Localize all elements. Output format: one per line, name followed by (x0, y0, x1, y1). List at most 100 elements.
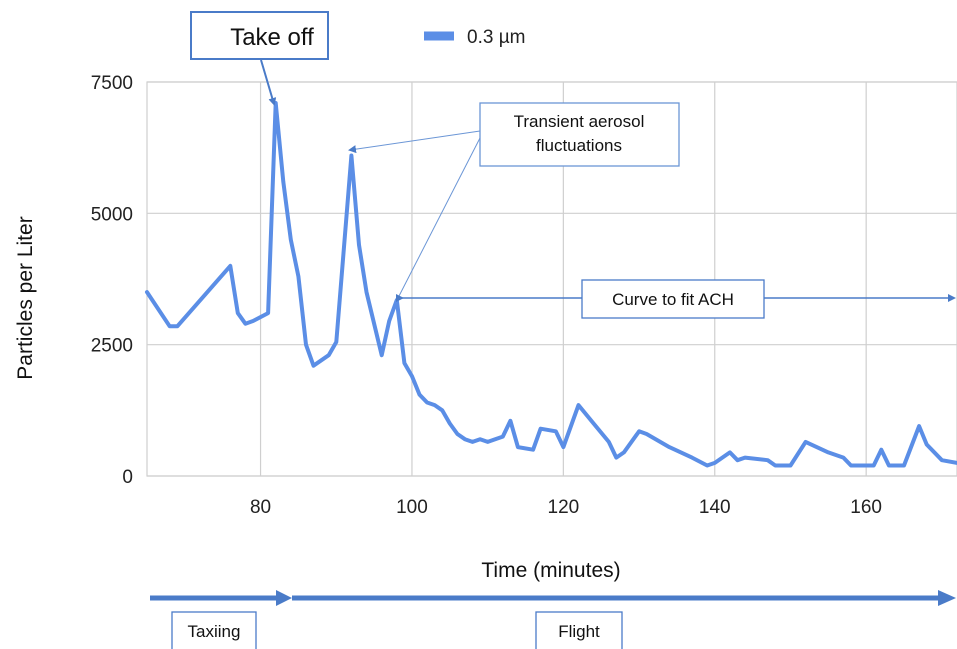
data-point (251, 319, 255, 323)
data-point (145, 290, 149, 294)
data-point (455, 432, 459, 436)
fluctuations-arrow-1 (348, 130, 481, 154)
legend-label: 0.3 µm (467, 27, 525, 48)
flight-arrowhead (938, 590, 956, 606)
data-point (334, 340, 338, 344)
x-tick-label: 160 (850, 497, 882, 518)
legend: 0.3 µm (424, 27, 525, 48)
ach-label: Curve to fit ACH (612, 290, 734, 309)
data-point (788, 463, 792, 467)
flight-label: Flight (558, 622, 600, 641)
fluctuations-box (479, 102, 680, 167)
data-point (849, 463, 853, 467)
data-point (773, 463, 777, 467)
data-point (766, 458, 770, 462)
data-point (554, 429, 558, 433)
data-point (266, 311, 270, 315)
y-tick-label: 5000 (91, 204, 133, 225)
data-point (917, 424, 921, 428)
data-point (804, 440, 808, 444)
data-point (471, 440, 475, 444)
data-point (433, 403, 437, 407)
fluctuations-label: Transient aerosol fluctuations (514, 112, 645, 155)
data-point (440, 408, 444, 412)
data-point (576, 403, 580, 407)
data-point (879, 448, 883, 452)
data-point (365, 290, 369, 294)
data-point (705, 463, 709, 467)
data-point (501, 435, 505, 439)
data-point (667, 445, 671, 449)
data-point (531, 448, 535, 452)
data-point (175, 324, 179, 328)
data-point (614, 456, 618, 460)
fluctuations-label-line: Transient aerosol (514, 112, 645, 131)
data-point (304, 343, 308, 347)
data-point (327, 353, 331, 357)
data-point (622, 450, 626, 454)
data-point (645, 432, 649, 436)
data-point (410, 374, 414, 378)
phase-bar: Taxiing Flight (150, 590, 956, 649)
data-point (735, 458, 739, 462)
data-point (349, 154, 353, 158)
series-layer (145, 101, 957, 468)
data-point (561, 445, 565, 449)
grid (146, 81, 957, 477)
taxiing-box (171, 611, 257, 649)
data-point (516, 445, 520, 449)
data-point (296, 274, 300, 278)
x-tick-label: 100 (396, 497, 428, 518)
data-point (713, 461, 717, 465)
data-point (448, 421, 452, 425)
data-point (425, 400, 429, 404)
data-point (486, 440, 490, 444)
annotations: Take off Transient aerosol fluctuations Cur… (190, 11, 956, 319)
y-tick-label: 0 (122, 467, 133, 488)
takeoff-arrow (260, 59, 277, 106)
data-point (592, 421, 596, 425)
axes: 0 2500 5000 7500 80 100 120 140 160 Time (minutes… (14, 73, 882, 582)
fluctuations-label-line: fluctuations (536, 136, 622, 155)
data-point (402, 361, 406, 365)
x-tick-label: 80 (250, 497, 271, 518)
data-point (743, 456, 747, 460)
y-tick-label: 2500 (91, 336, 133, 357)
taxiing-label: Taxiing (188, 622, 241, 641)
ach-box (581, 279, 765, 319)
data-point (418, 393, 422, 397)
data-point (539, 427, 543, 431)
flight-box (535, 611, 623, 649)
x-tick-label: 120 (548, 497, 580, 518)
data-point (228, 264, 232, 268)
data-point (289, 238, 293, 242)
data-point (940, 458, 944, 462)
data-point (478, 437, 482, 441)
x-tick-label: 140 (699, 497, 731, 518)
data-point (380, 353, 384, 357)
data-point (395, 298, 399, 302)
fluctuations-arrow-2 (397, 137, 481, 299)
data-point (508, 419, 512, 423)
taxiing-arrowhead (276, 590, 292, 606)
data-point (357, 243, 361, 247)
data-point (243, 322, 247, 326)
data-point (887, 463, 891, 467)
data-point (312, 364, 316, 368)
x-axis-title: Time (minutes) (481, 559, 620, 582)
data-point (236, 311, 240, 315)
data-point (463, 437, 467, 441)
data-point (872, 463, 876, 467)
takeoff-box (190, 11, 329, 60)
data-point (387, 319, 391, 323)
data-point (607, 440, 611, 444)
data-point (826, 450, 830, 454)
y-tick-label: 7500 (91, 73, 133, 94)
data-point (168, 324, 172, 328)
takeoff-label: Take off (230, 24, 314, 51)
data-point (493, 437, 497, 441)
data-point (925, 442, 929, 446)
data-point (728, 450, 732, 454)
data-point (690, 456, 694, 460)
